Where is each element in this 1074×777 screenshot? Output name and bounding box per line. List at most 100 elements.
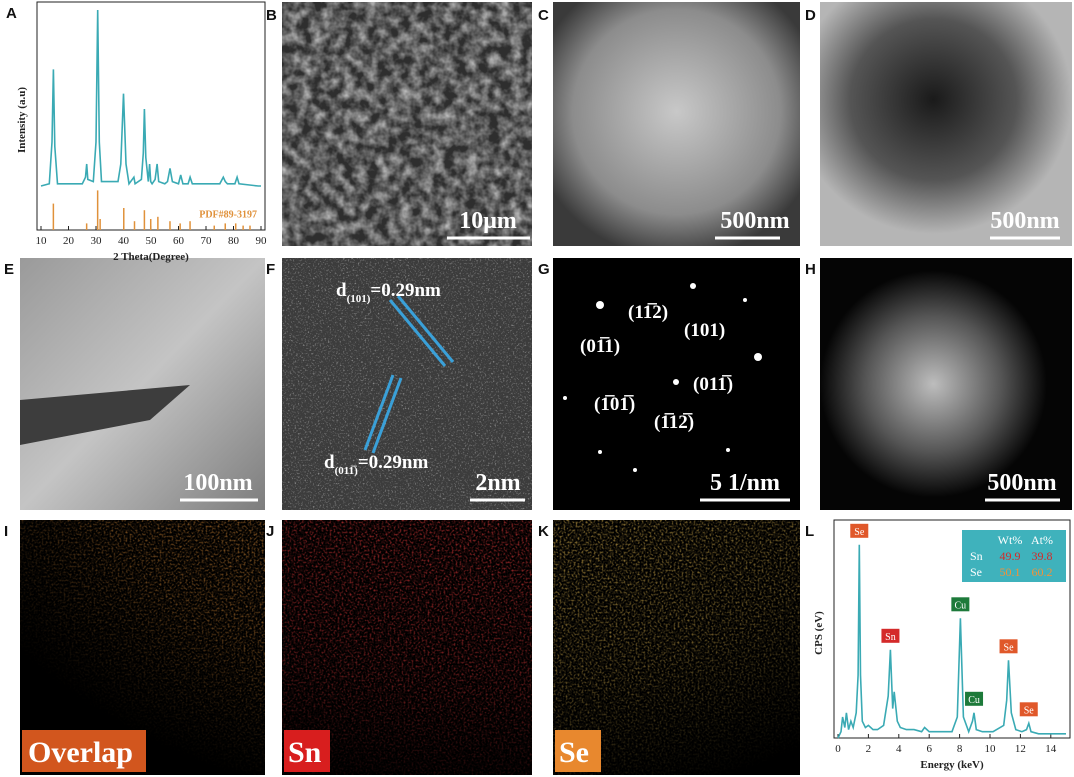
spot	[563, 396, 567, 400]
spot	[633, 468, 637, 472]
panel-letters: A B C D E F G H I J K L	[4, 5, 816, 540]
lattice-lines	[363, 295, 455, 454]
table-header: Wt%	[998, 533, 1023, 547]
scale-label: 500nm	[990, 208, 1059, 234]
chart: 10 20 30 40 50 60 70 80 90 2 Theta(Degree) Intensi…	[16, 1, 268, 263]
map-label: Overlap	[28, 736, 133, 769]
miller-index: (1̅01̅)	[594, 394, 635, 415]
panel-letter: L	[805, 523, 814, 540]
reference-label: PDF#89-3197	[199, 210, 257, 221]
x-tick-label: 0	[835, 743, 841, 755]
peak-label: Sn	[885, 632, 896, 643]
peak-label-box	[951, 597, 970, 612]
x-tick-label: 70	[201, 235, 213, 247]
panel-letter: H	[805, 261, 816, 278]
x-tick-label: 80	[228, 235, 240, 247]
peak-label-box	[999, 639, 1018, 654]
miller-index: (1̅12̅)	[654, 412, 694, 433]
x-tick-label: 14	[1045, 743, 1057, 755]
peak-label-box	[1019, 702, 1038, 717]
map-label: Se	[559, 736, 589, 769]
d-spacing: d(101)=0.29nm	[336, 280, 441, 305]
map-labels: Overlap Sn Se	[28, 736, 589, 769]
lattice-line	[388, 299, 447, 367]
panel-letter: F	[266, 261, 275, 278]
lattice-line	[371, 377, 403, 454]
scale-label: 500nm	[720, 208, 789, 234]
x-tick-label: 6	[926, 743, 932, 755]
value: =0.29nm	[370, 280, 441, 301]
hrtem-texture	[282, 258, 532, 510]
table-cell: Sn	[970, 549, 983, 563]
x-tick-label: 20	[63, 235, 75, 247]
x-axis-label: 2 Theta(Degree)	[113, 251, 189, 263]
miller-index: (011̅)	[693, 374, 733, 395]
peak-label: Se	[1004, 642, 1015, 653]
hrtem-annotations: d(101)=0.29nm d(011̅)=0.29nm	[324, 280, 441, 477]
x-tick-label: 4	[896, 743, 902, 755]
peak-label-box	[965, 691, 984, 706]
x-tick-label: 10	[36, 235, 48, 247]
scale-bar-labels: 10μm 500nm 500nm 100nm 2nm 5 1/nm 500nm	[183, 208, 1059, 496]
y-axis-label: Intensity (a.u)	[16, 87, 28, 153]
x-tick-label: 10	[985, 743, 997, 755]
image-panels	[20, 2, 1072, 775]
d-spacing: d(011̅)=0.29nm	[324, 452, 428, 477]
label-box	[22, 730, 146, 772]
peak-label: Se	[1024, 705, 1035, 716]
x-tick-label: 12	[1015, 743, 1026, 755]
peak-label-box	[850, 523, 869, 538]
symbol: d	[336, 280, 347, 301]
peak-label: Cu	[955, 600, 967, 611]
table-cell: 50.1	[1000, 565, 1021, 579]
scale-bar-lines	[180, 236, 1060, 502]
table-cell: 39.8	[1032, 549, 1053, 563]
panel-letter: C	[538, 7, 549, 24]
sem-image	[553, 2, 800, 246]
panel-letter: G	[538, 261, 550, 278]
saed-annotations: (11̅2) (101) (01̅1) (011̅) (1̅01̅) (1̅12…	[580, 302, 733, 433]
table-box	[962, 530, 1066, 582]
panel-letter: K	[538, 523, 549, 540]
x-tick-label: 50	[146, 235, 158, 247]
scale-label: 100nm	[183, 470, 252, 496]
panel-letter: B	[266, 7, 277, 24]
spot	[743, 298, 747, 302]
spectrum-line	[837, 544, 1066, 739]
spot	[690, 283, 696, 289]
x-axis-label: Energy (keV)	[920, 759, 984, 771]
panel-letter: I	[4, 523, 8, 540]
x-tick-label: 90	[256, 235, 268, 247]
table-cell: Se	[970, 565, 982, 579]
y-axis-label: CPS (eV)	[813, 611, 825, 655]
x-tick-label: 40	[118, 235, 130, 247]
chart: 0 2 4 6 8 10 12 14 Energy (keV) CPS (eV) Se Sn Cu Cu S…	[813, 519, 1071, 771]
spot	[726, 448, 730, 452]
miller-index: (101)	[684, 320, 725, 341]
scale-label: 10μm	[459, 208, 517, 234]
panel-letter: A	[6, 5, 17, 22]
table-cell: 49.9	[1000, 549, 1021, 563]
panel-letter: J	[266, 523, 274, 540]
scale-label: 5 1/nm	[710, 470, 780, 496]
peak-label-box	[881, 628, 900, 643]
value: =0.29nm	[358, 452, 429, 473]
x-tick-label: 8	[957, 743, 963, 755]
peak-label: Se	[854, 527, 865, 538]
spot	[596, 301, 604, 309]
map-label: Sn	[288, 736, 322, 769]
subscript: (101)	[347, 293, 371, 305]
peak-label: Cu	[968, 695, 980, 706]
subscript: (011̅)	[335, 465, 359, 477]
tem-image	[20, 258, 265, 510]
x-tick-label: 60	[173, 235, 185, 247]
x-tick-label: 30	[91, 235, 103, 247]
lattice-line	[396, 295, 455, 363]
scale-label: 500nm	[987, 470, 1056, 496]
panel-letter: E	[4, 261, 14, 278]
symbol: d	[324, 452, 335, 473]
tem-sheet	[20, 385, 190, 445]
scale-label: 2nm	[475, 470, 520, 496]
haadf-image	[820, 258, 1072, 510]
